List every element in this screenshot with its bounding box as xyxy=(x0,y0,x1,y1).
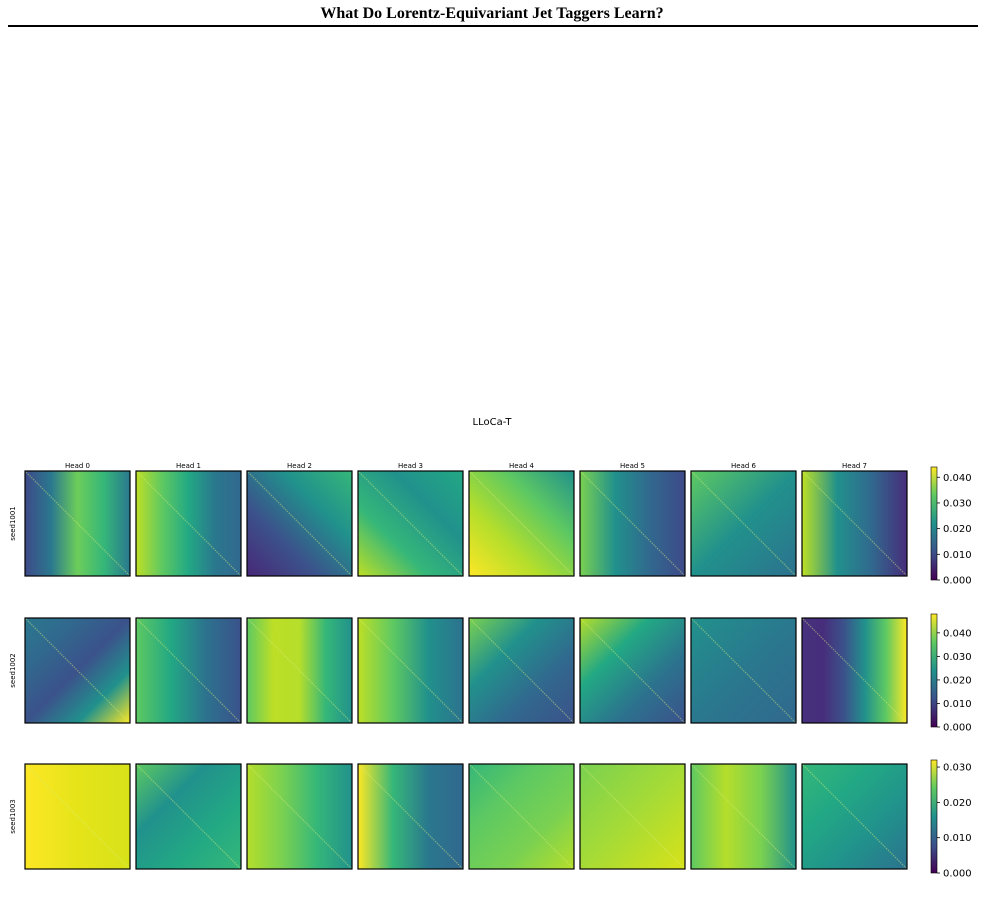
attention-diagonal xyxy=(691,764,796,869)
colorbar-tick-label: 0.020 xyxy=(943,675,972,686)
heatmap xyxy=(579,617,686,724)
attention-diagonal xyxy=(136,471,241,576)
attention-diagonal xyxy=(358,764,463,869)
attention-diagonal xyxy=(247,618,352,723)
heatmap xyxy=(801,763,908,870)
attention-diagonal xyxy=(580,471,685,576)
heatmap xyxy=(246,617,353,724)
colorbar-tick-label: 0.030 xyxy=(943,498,972,509)
heatmap xyxy=(246,470,353,577)
attention-diagonal xyxy=(247,471,352,576)
attention-diagonal xyxy=(136,764,241,869)
heatmap xyxy=(690,617,797,724)
attention-diagonal xyxy=(469,471,574,576)
column-header: Head 1 xyxy=(176,462,201,470)
heatmap xyxy=(135,617,242,724)
colorbar-tick-label: 0.010 xyxy=(943,550,972,561)
row-label: seed1001 xyxy=(9,506,17,541)
heatmap xyxy=(24,617,131,724)
heatmap xyxy=(468,617,575,724)
attention-diagonal xyxy=(469,618,574,723)
colorbar-tick-label: 0.030 xyxy=(943,763,972,774)
column-header: Head 3 xyxy=(398,462,423,470)
heatmap xyxy=(357,470,464,577)
attention-diagonal xyxy=(802,471,907,576)
running-header: What Do Lorentz-Equivariant Jet Taggers … xyxy=(320,5,663,22)
attention-diagonal xyxy=(358,618,463,723)
column-header: Head 4 xyxy=(509,462,535,470)
column-header: Head 5 xyxy=(620,462,645,470)
colorbar xyxy=(930,759,938,874)
attention-diagonal xyxy=(802,618,907,723)
column-header: Head 2 xyxy=(287,462,312,470)
colorbar-tick-label: 0.000 xyxy=(943,869,972,880)
heatmap xyxy=(690,470,797,577)
colorbar-tick-label: 0.020 xyxy=(943,524,972,535)
heatmap xyxy=(24,763,131,870)
colorbar-tick-label: 0.010 xyxy=(943,699,972,710)
attention-diagonal xyxy=(580,764,685,869)
heatmap xyxy=(135,470,242,577)
colorbar-tick-label: 0.000 xyxy=(943,576,972,587)
heatmap xyxy=(801,617,908,724)
attention-diagonal xyxy=(25,618,130,723)
colorbar-tick-label: 0.020 xyxy=(943,798,972,809)
heatmap xyxy=(135,763,242,870)
colorbar-tick-label: 0.040 xyxy=(943,628,972,639)
attention-diagonal xyxy=(580,618,685,723)
colorbar-tick-label: 0.040 xyxy=(943,473,972,484)
row-label: seed1002 xyxy=(9,653,17,688)
heatmap xyxy=(357,617,464,724)
heatmap xyxy=(246,763,353,870)
heatmap xyxy=(468,470,575,577)
heatmap xyxy=(801,470,908,577)
attention-diagonal xyxy=(802,764,907,869)
attention-diagonal xyxy=(691,618,796,723)
heatmap xyxy=(357,763,464,870)
column-header: Head 6 xyxy=(731,462,757,470)
attention-diagonal xyxy=(691,471,796,576)
column-header: Head 7 xyxy=(842,462,867,470)
heatmap xyxy=(690,763,797,870)
attention-diagonal xyxy=(469,764,574,869)
attention-diagonal xyxy=(136,618,241,723)
attention-diagonal xyxy=(358,471,463,576)
heatmap xyxy=(468,763,575,870)
attention-diagonal xyxy=(25,471,130,576)
row-label: seed1003 xyxy=(9,799,17,834)
colorbar-tick-label: 0.010 xyxy=(943,833,972,844)
colorbar-tick-label: 0.000 xyxy=(943,723,972,734)
heatmap xyxy=(24,470,131,577)
heatmap xyxy=(579,470,686,577)
attention-diagonal xyxy=(247,764,352,869)
heatmap xyxy=(579,763,686,870)
column-header: Head 0 xyxy=(65,462,90,470)
attention-diagonal xyxy=(25,764,130,869)
figure-title: LLoCa-T xyxy=(473,417,513,428)
colorbar xyxy=(930,613,938,728)
colorbar xyxy=(930,466,938,581)
colorbar-tick-label: 0.030 xyxy=(943,652,972,663)
